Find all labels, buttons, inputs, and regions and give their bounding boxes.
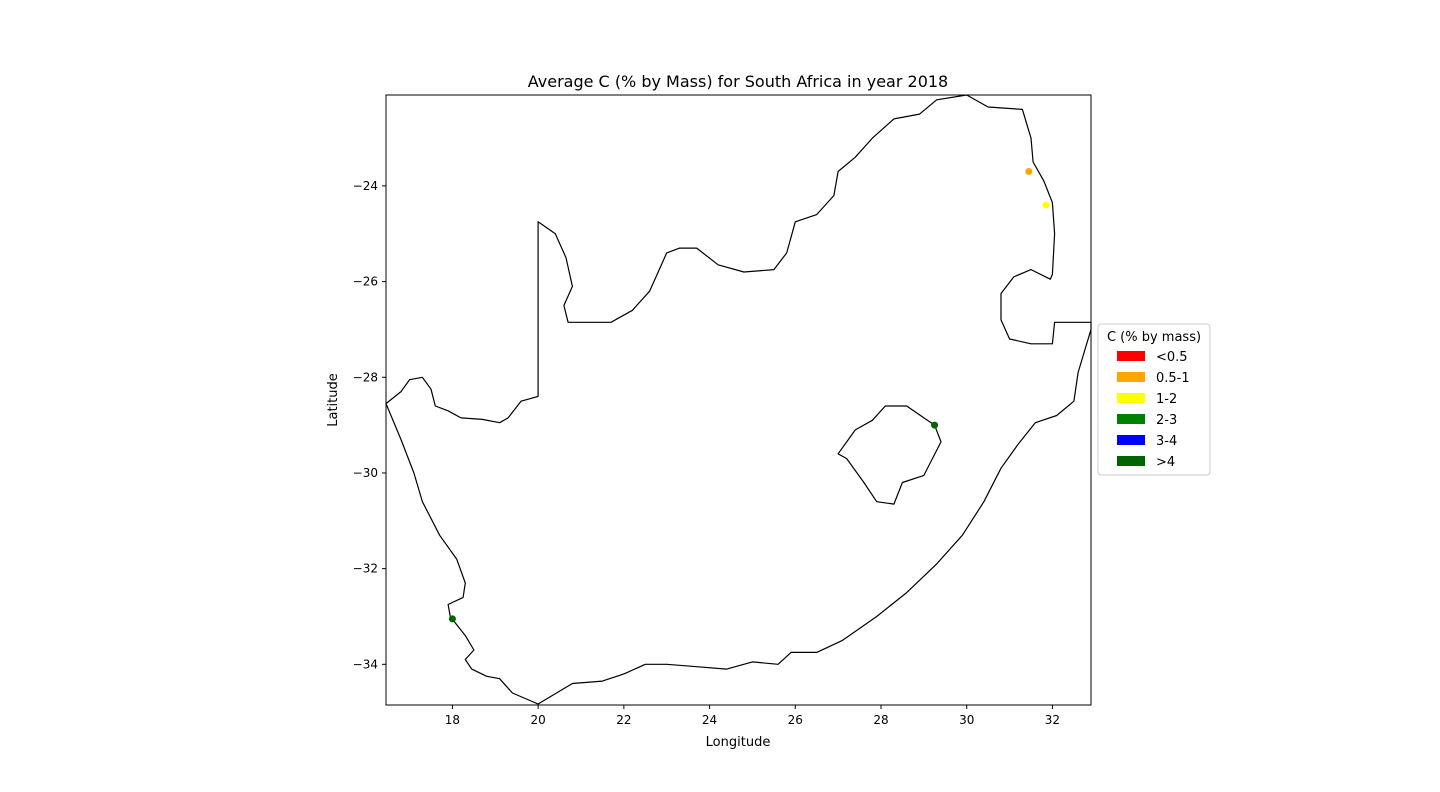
x-tick-label: 32: [1045, 713, 1060, 727]
legend-label: 0.5-1: [1156, 371, 1190, 386]
data-point: [448, 615, 456, 623]
x-tick-label: 28: [873, 713, 888, 727]
plot-area: [386, 95, 1091, 705]
x-axis-label: Longitude: [706, 735, 771, 750]
legend: C (% by mass) <0.5 0.5-1 1-2 2-3 3-4 >4: [1097, 323, 1211, 476]
y-tick-label: −34: [353, 657, 378, 671]
x-tick-label: 26: [788, 713, 803, 727]
chart-title: Average C (% by Mass) for South Africa i…: [528, 72, 948, 91]
legend-label: 2-3: [1156, 413, 1177, 428]
y-tick-label: −28: [353, 370, 378, 384]
legend-swatch: [1117, 393, 1145, 403]
legend-swatch: [1117, 414, 1145, 424]
x-tick-label: 30: [959, 713, 974, 727]
legend-label: <0.5: [1156, 350, 1188, 365]
legend-swatch: [1117, 372, 1145, 382]
x-tick-label: 24: [702, 713, 717, 727]
lesotho-border: [837, 405, 942, 505]
y-axis-label: Latitude: [326, 373, 341, 427]
y-tick-label: −32: [353, 562, 378, 576]
legend-label: 3-4: [1156, 434, 1177, 449]
legend-label: 1-2: [1156, 392, 1177, 407]
legend-swatch: [1117, 456, 1145, 466]
x-tick-label: 20: [531, 713, 546, 727]
map-layer: [385, 94, 1092, 705]
data-point: [1042, 201, 1050, 209]
legend-swatch: [1117, 351, 1145, 361]
x-axis: 18 20 22 24 26 28 30 32: [445, 705, 1060, 727]
legend-title: C (% by mass): [1107, 330, 1201, 345]
y-tick-label: −26: [353, 275, 378, 289]
data-point: [1025, 168, 1033, 176]
legend-frame: [1097, 323, 1211, 476]
legend-swatch: [1117, 435, 1145, 445]
south-africa-border: [385, 94, 1092, 705]
y-tick-label: −30: [353, 466, 378, 480]
x-tick-label: 22: [616, 713, 631, 727]
legend-label: >4: [1156, 455, 1175, 470]
data-points: [448, 168, 1050, 623]
plot-frame: [385, 94, 1092, 706]
legend-entries: <0.5 0.5-1 1-2 2-3 3-4 >4: [1117, 350, 1190, 470]
y-axis: −24 −26 −28 −30 −32 −34: [353, 179, 386, 671]
x-tick-label: 18: [445, 713, 460, 727]
y-tick-label: −24: [353, 179, 378, 193]
data-point: [931, 421, 939, 429]
